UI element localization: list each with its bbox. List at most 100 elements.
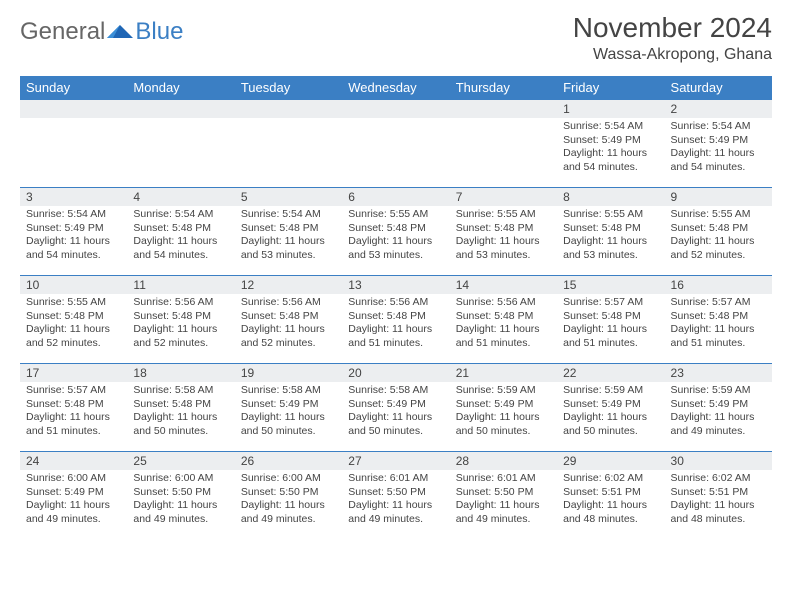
day-number: 2 — [665, 100, 772, 118]
calendar-day-cell: 13Sunrise: 5:56 AMSunset: 5:48 PMDayligh… — [342, 276, 449, 364]
sunrise-text: Sunrise: 6:01 AM — [456, 472, 551, 486]
daylight-text: Daylight: 11 hours and 52 minutes. — [26, 323, 121, 350]
calendar-day-cell: 25Sunrise: 6:00 AMSunset: 5:50 PMDayligh… — [127, 452, 234, 540]
sunset-text: Sunset: 5:49 PM — [456, 398, 551, 412]
weekday-header: Thursday — [450, 76, 557, 100]
sunrise-text: Sunrise: 5:54 AM — [133, 208, 228, 222]
day-number: 3 — [20, 188, 127, 206]
day-details — [127, 118, 234, 124]
daylight-text: Daylight: 11 hours and 49 minutes. — [348, 499, 443, 526]
header: General Blue November 2024 Wassa-Akropon… — [20, 12, 772, 64]
sunrise-text: Sunrise: 5:58 AM — [241, 384, 336, 398]
sunset-text: Sunset: 5:49 PM — [348, 398, 443, 412]
month-title: November 2024 — [573, 12, 772, 44]
day-details: Sunrise: 5:55 AMSunset: 5:48 PMDaylight:… — [342, 206, 449, 267]
sunrise-text: Sunrise: 5:59 AM — [563, 384, 658, 398]
logo-text-blue: Blue — [135, 18, 183, 46]
day-details: Sunrise: 5:55 AMSunset: 5:48 PMDaylight:… — [665, 206, 772, 267]
day-number: 30 — [665, 452, 772, 470]
calendar-day-cell: 21Sunrise: 5:59 AMSunset: 5:49 PMDayligh… — [450, 364, 557, 452]
day-number: 20 — [342, 364, 449, 382]
calendar-day-cell — [20, 100, 127, 188]
sunset-text: Sunset: 5:49 PM — [26, 222, 121, 236]
daylight-text: Daylight: 11 hours and 54 minutes. — [26, 235, 121, 262]
sunset-text: Sunset: 5:51 PM — [563, 486, 658, 500]
day-details: Sunrise: 5:58 AMSunset: 5:49 PMDaylight:… — [342, 382, 449, 443]
weekday-header: Saturday — [665, 76, 772, 100]
sunrise-text: Sunrise: 5:54 AM — [241, 208, 336, 222]
calendar-day-cell: 20Sunrise: 5:58 AMSunset: 5:49 PMDayligh… — [342, 364, 449, 452]
day-number: 8 — [557, 188, 664, 206]
sunrise-text: Sunrise: 6:00 AM — [133, 472, 228, 486]
sunset-text: Sunset: 5:49 PM — [563, 134, 658, 148]
day-details: Sunrise: 5:57 AMSunset: 5:48 PMDaylight:… — [665, 294, 772, 355]
day-details: Sunrise: 5:57 AMSunset: 5:48 PMDaylight:… — [557, 294, 664, 355]
sunrise-text: Sunrise: 5:56 AM — [133, 296, 228, 310]
daylight-text: Daylight: 11 hours and 53 minutes. — [563, 235, 658, 262]
daylight-text: Daylight: 11 hours and 52 minutes. — [133, 323, 228, 350]
daylight-text: Daylight: 11 hours and 49 minutes. — [456, 499, 551, 526]
calendar-day-cell: 10Sunrise: 5:55 AMSunset: 5:48 PMDayligh… — [20, 276, 127, 364]
day-number: 25 — [127, 452, 234, 470]
sunset-text: Sunset: 5:48 PM — [133, 398, 228, 412]
daylight-text: Daylight: 11 hours and 50 minutes. — [563, 411, 658, 438]
day-number: 11 — [127, 276, 234, 294]
sunrise-text: Sunrise: 5:55 AM — [671, 208, 766, 222]
sunrise-text: Sunrise: 5:56 AM — [241, 296, 336, 310]
calendar-day-cell: 1Sunrise: 5:54 AMSunset: 5:49 PMDaylight… — [557, 100, 664, 188]
daylight-text: Daylight: 11 hours and 50 minutes. — [133, 411, 228, 438]
day-number: 27 — [342, 452, 449, 470]
sunset-text: Sunset: 5:48 PM — [348, 310, 443, 324]
day-details: Sunrise: 6:00 AMSunset: 5:49 PMDaylight:… — [20, 470, 127, 531]
day-number: 28 — [450, 452, 557, 470]
sunset-text: Sunset: 5:48 PM — [26, 310, 121, 324]
daylight-text: Daylight: 11 hours and 51 minutes. — [26, 411, 121, 438]
weekday-header: Friday — [557, 76, 664, 100]
sunset-text: Sunset: 5:48 PM — [133, 310, 228, 324]
sunrise-text: Sunrise: 5:54 AM — [26, 208, 121, 222]
weekday-header: Monday — [127, 76, 234, 100]
sunset-text: Sunset: 5:48 PM — [671, 222, 766, 236]
sunset-text: Sunset: 5:50 PM — [241, 486, 336, 500]
daylight-text: Daylight: 11 hours and 54 minutes. — [133, 235, 228, 262]
calendar-day-cell: 23Sunrise: 5:59 AMSunset: 5:49 PMDayligh… — [665, 364, 772, 452]
calendar-day-cell: 28Sunrise: 6:01 AMSunset: 5:50 PMDayligh… — [450, 452, 557, 540]
day-details: Sunrise: 5:56 AMSunset: 5:48 PMDaylight:… — [235, 294, 342, 355]
day-details — [20, 118, 127, 124]
day-details: Sunrise: 6:00 AMSunset: 5:50 PMDaylight:… — [235, 470, 342, 531]
sunset-text: Sunset: 5:48 PM — [671, 310, 766, 324]
day-number — [127, 100, 234, 118]
calendar-day-cell: 17Sunrise: 5:57 AMSunset: 5:48 PMDayligh… — [20, 364, 127, 452]
calendar-day-cell: 29Sunrise: 6:02 AMSunset: 5:51 PMDayligh… — [557, 452, 664, 540]
day-details: Sunrise: 5:59 AMSunset: 5:49 PMDaylight:… — [665, 382, 772, 443]
calendar-day-cell: 9Sunrise: 5:55 AMSunset: 5:48 PMDaylight… — [665, 188, 772, 276]
calendar-day-cell: 2Sunrise: 5:54 AMSunset: 5:49 PMDaylight… — [665, 100, 772, 188]
sunrise-text: Sunrise: 5:57 AM — [26, 384, 121, 398]
day-details: Sunrise: 5:56 AMSunset: 5:48 PMDaylight:… — [342, 294, 449, 355]
calendar-week-row: 17Sunrise: 5:57 AMSunset: 5:48 PMDayligh… — [20, 364, 772, 452]
daylight-text: Daylight: 11 hours and 49 minutes. — [241, 499, 336, 526]
day-number: 4 — [127, 188, 234, 206]
day-number: 23 — [665, 364, 772, 382]
sunrise-text: Sunrise: 6:01 AM — [348, 472, 443, 486]
weekday-header: Sunday — [20, 76, 127, 100]
day-details — [342, 118, 449, 124]
daylight-text: Daylight: 11 hours and 51 minutes. — [456, 323, 551, 350]
day-number: 1 — [557, 100, 664, 118]
calendar-week-row: 24Sunrise: 6:00 AMSunset: 5:49 PMDayligh… — [20, 452, 772, 540]
daylight-text: Daylight: 11 hours and 50 minutes. — [241, 411, 336, 438]
sunset-text: Sunset: 5:50 PM — [348, 486, 443, 500]
day-details: Sunrise: 5:59 AMSunset: 5:49 PMDaylight:… — [450, 382, 557, 443]
day-details: Sunrise: 6:01 AMSunset: 5:50 PMDaylight:… — [450, 470, 557, 531]
sunrise-text: Sunrise: 5:55 AM — [563, 208, 658, 222]
calendar-week-row: 3Sunrise: 5:54 AMSunset: 5:49 PMDaylight… — [20, 188, 772, 276]
location: Wassa-Akropong, Ghana — [573, 46, 772, 64]
calendar-day-cell: 22Sunrise: 5:59 AMSunset: 5:49 PMDayligh… — [557, 364, 664, 452]
daylight-text: Daylight: 11 hours and 51 minutes. — [671, 323, 766, 350]
sunrise-text: Sunrise: 5:57 AM — [671, 296, 766, 310]
daylight-text: Daylight: 11 hours and 54 minutes. — [671, 147, 766, 174]
sunset-text: Sunset: 5:50 PM — [133, 486, 228, 500]
calendar-day-cell: 18Sunrise: 5:58 AMSunset: 5:48 PMDayligh… — [127, 364, 234, 452]
day-number: 29 — [557, 452, 664, 470]
day-details: Sunrise: 5:56 AMSunset: 5:48 PMDaylight:… — [127, 294, 234, 355]
